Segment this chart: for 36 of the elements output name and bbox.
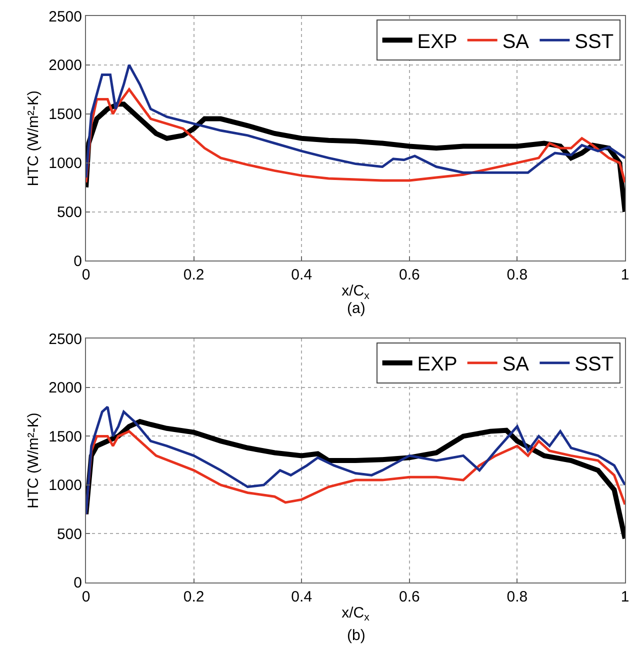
x-tick-label: 0.4 bbox=[291, 266, 312, 284]
x-tick-label: 0.6 bbox=[398, 588, 420, 606]
x-axis-title: x/C$_{x}$ bbox=[342, 282, 370, 302]
y-tick-label: 0 bbox=[74, 574, 82, 592]
y-tick-label: 2000 bbox=[48, 380, 82, 397]
legend-label: SST bbox=[574, 354, 614, 376]
y-tick-label: 2000 bbox=[48, 57, 82, 74]
x-tick-label: 0.6 bbox=[398, 266, 420, 284]
x-tick-label: 0.2 bbox=[183, 588, 204, 606]
legend-label: SA bbox=[502, 30, 530, 53]
legend-label: SST bbox=[574, 30, 614, 53]
x-tick-label: 1 bbox=[620, 266, 630, 284]
y-tick-label: 2500 bbox=[48, 8, 82, 26]
y-tick-label: 2500 bbox=[48, 330, 82, 348]
x-tick-label: 0.4 bbox=[291, 588, 312, 606]
y-tick-label: 1500 bbox=[48, 106, 82, 124]
line-series bbox=[86, 64, 625, 179]
x-tick-label: 0.8 bbox=[506, 588, 528, 606]
legend-label: EXP bbox=[417, 30, 458, 53]
y-tick-label: 1500 bbox=[48, 428, 82, 446]
y-tick-label: 1000 bbox=[48, 155, 82, 172]
y-tick-label: 0 bbox=[74, 252, 82, 270]
legend-label: EXP bbox=[417, 354, 458, 376]
y-axis-title: HTC (W/m²-K) bbox=[24, 90, 42, 186]
y-tick-label: 1000 bbox=[48, 477, 82, 494]
x-tick-label: 0.2 bbox=[183, 266, 204, 284]
y-axis-title: HTC (W/m²-K) bbox=[24, 412, 42, 508]
y-tick-label: 500 bbox=[56, 526, 82, 543]
x-tick-label: 0.8 bbox=[506, 266, 528, 284]
text: (a) bbox=[347, 300, 366, 317]
x-tick-label: 1 bbox=[620, 588, 630, 606]
text: (b) bbox=[347, 627, 366, 644]
legend-label: SA bbox=[502, 354, 530, 376]
line-series bbox=[86, 406, 625, 516]
y-tick-label: 500 bbox=[56, 204, 82, 222]
x-axis-title: x/C$_{x}$ bbox=[342, 604, 370, 624]
